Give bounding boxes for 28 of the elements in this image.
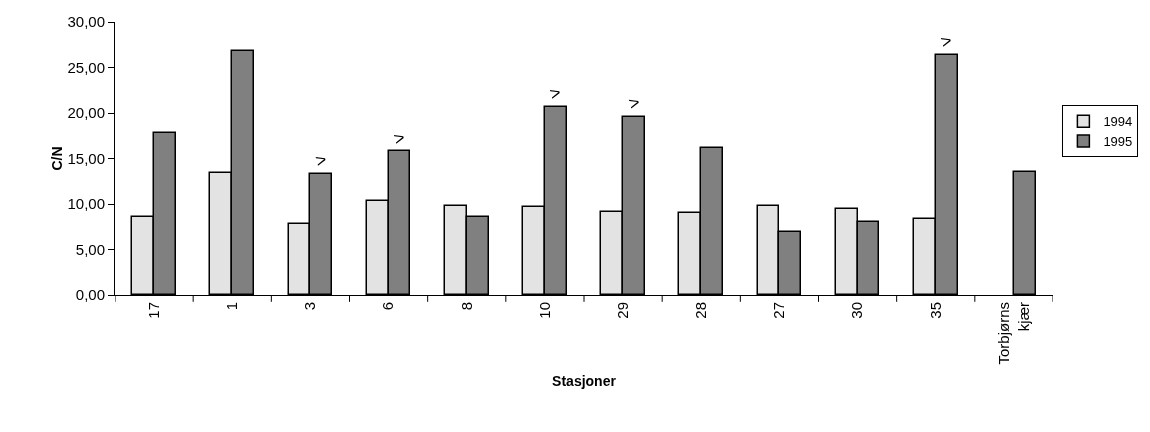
x-tick-label: 8 — [457, 302, 475, 311]
x-tick-label: 35 — [926, 302, 944, 319]
x-tick-label: 3 — [301, 302, 319, 311]
legend-label: 1995 — [1103, 134, 1133, 150]
y-tick-label: 25,00 — [67, 58, 105, 76]
annotation: > — [938, 30, 954, 53]
x-tick-label: Torbjørns kjær — [995, 302, 1032, 365]
y-tick-label: 0,00 — [75, 286, 105, 304]
y-tick-label: 30,00 — [67, 13, 105, 31]
x-tick-label: 29 — [613, 302, 631, 319]
x-tick-label: 6 — [379, 302, 397, 311]
x-tick-label: 17 — [144, 302, 162, 319]
annotation: > — [547, 82, 563, 105]
legend-label: 1994 — [1103, 114, 1133, 130]
x-tick-label: 1 — [223, 302, 241, 311]
annotation: > — [391, 127, 408, 150]
y-tick-label: 10,00 — [67, 195, 105, 213]
annotation: > — [626, 91, 642, 114]
y-tick-label: 5,00 — [75, 240, 105, 258]
x-tick-label: 27 — [770, 302, 788, 319]
x-tick-label: 30 — [848, 302, 866, 319]
y-tick-label: 15,00 — [67, 149, 105, 167]
x-tick-label: 28 — [692, 302, 710, 319]
x-axis-title: Stasjoner — [552, 372, 617, 389]
y-axis-title: C/N — [49, 146, 66, 171]
x-tick-label: 10 — [535, 302, 553, 319]
annotation: > — [313, 149, 329, 172]
y-tick-label: 20,00 — [67, 104, 105, 122]
